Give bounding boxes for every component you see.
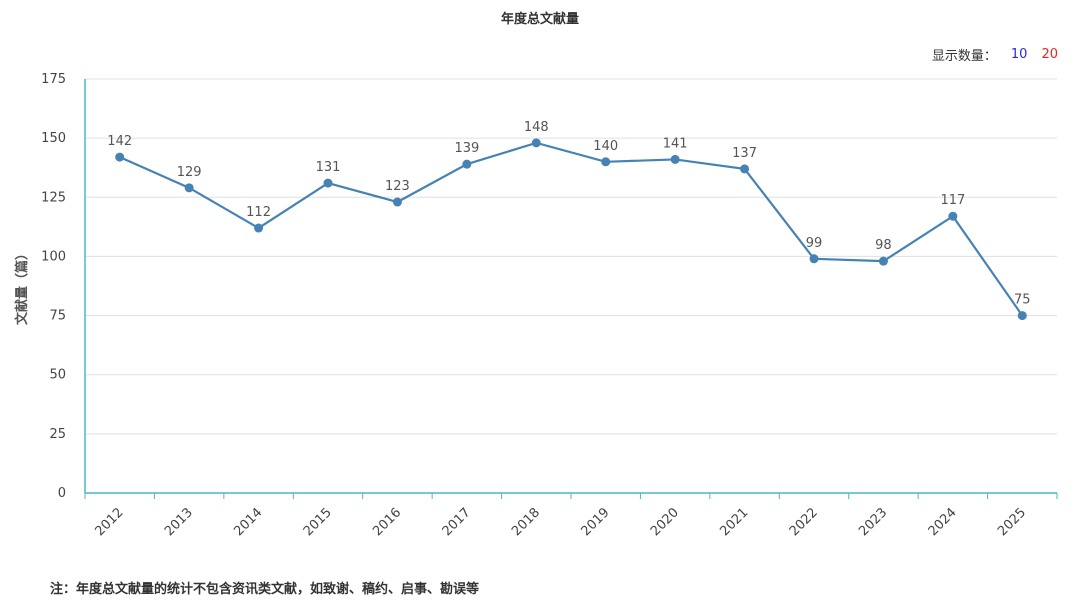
count-switch: 显示数量： 10 20	[932, 45, 1058, 64]
count-option-10[interactable]: 10	[1010, 47, 1028, 62]
data-label: 141	[663, 136, 688, 151]
y-tick-label: 125	[41, 190, 66, 205]
y-tick-label: 50	[49, 368, 66, 383]
y-tick-label: 150	[41, 131, 66, 146]
data-point	[601, 157, 611, 167]
y-tick-label: 25	[49, 427, 66, 442]
x-tick-label: 2013	[162, 505, 196, 539]
data-point	[1017, 311, 1027, 321]
x-tick-label: 2015	[301, 505, 335, 539]
data-point	[948, 211, 958, 221]
data-label: 123	[385, 179, 410, 194]
x-tick-label: 2019	[579, 505, 613, 539]
count-switch-label: 显示数量：	[931, 49, 997, 64]
data-label: 98	[875, 238, 892, 253]
data-label: 75	[1014, 293, 1031, 308]
x-tick-label: 2025	[995, 505, 1029, 539]
data-label: 117	[940, 193, 965, 208]
x-tick-label: 2024	[926, 505, 960, 539]
data-label: 112	[246, 205, 271, 220]
x-tick-label: 2014	[231, 505, 265, 539]
data-label: 142	[107, 134, 132, 149]
y-tick-label: 75	[49, 309, 66, 324]
y-tick-label: 100	[41, 249, 66, 264]
count-option-20[interactable]: 20	[1041, 47, 1058, 62]
chart-title: 年度总文献量	[500, 12, 579, 27]
data-point	[392, 197, 402, 207]
data-label: 140	[593, 139, 618, 154]
x-tick-label: 2020	[648, 505, 682, 539]
x-tick-label: 2016	[370, 505, 404, 539]
data-point	[184, 183, 194, 193]
y-axis-title: 文献量（篇）	[14, 247, 30, 325]
data-point	[740, 164, 750, 174]
data-label: 148	[524, 120, 549, 135]
data-label: 99	[806, 236, 823, 251]
y-tick-label: 175	[41, 72, 66, 87]
data-point	[531, 138, 541, 148]
data-point	[878, 256, 888, 266]
data-label: 129	[177, 165, 202, 180]
y-tick-label: 0	[58, 486, 66, 501]
x-tick-label: 2022	[787, 505, 821, 539]
x-tick-label: 2021	[717, 505, 751, 539]
footnote: 注：年度总文献量的统计不包含资讯类文献，如致谢、稿约、启事、勘误等	[50, 582, 480, 597]
data-label: 131	[316, 160, 341, 175]
data-point	[115, 152, 125, 162]
x-tick-label: 2012	[93, 505, 127, 539]
data-label: 139	[454, 141, 479, 156]
data-point	[254, 223, 264, 233]
series-line	[119, 141, 1024, 317]
data-point	[809, 254, 819, 264]
data-point	[670, 154, 680, 164]
x-tick-label: 2018	[509, 505, 543, 539]
data-label: 137	[732, 146, 757, 161]
x-tick-label: 2017	[440, 505, 474, 539]
data-point	[462, 159, 472, 169]
x-tick-label: 2023	[856, 505, 890, 539]
data-point	[323, 178, 333, 188]
